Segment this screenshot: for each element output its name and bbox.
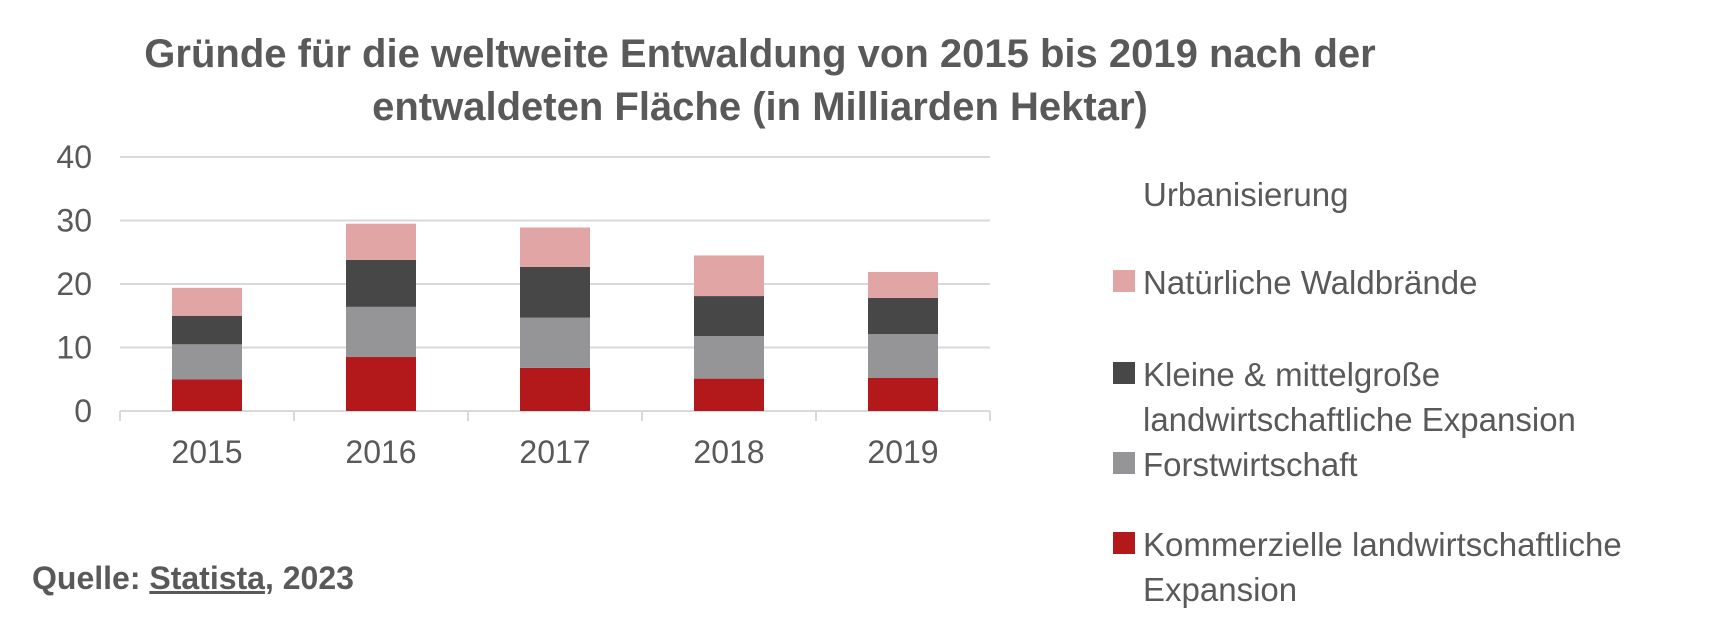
chart-title-line-1: Gründe für die weltweite Entwaldung von … bbox=[144, 32, 1376, 76]
bar-2016-series-1 bbox=[346, 306, 416, 358]
y-tick-label-40: 40 bbox=[56, 139, 92, 175]
bar-2019-series-1 bbox=[868, 334, 938, 378]
bar-2015-series-0 bbox=[172, 379, 242, 411]
chart-title-line-2: entwaldeten Fläche (in Milliarden Hektar… bbox=[372, 85, 1148, 129]
legend-item-forstwirtschaft: Forstwirtschaft bbox=[1113, 442, 1703, 487]
y-tick-label-20: 20 bbox=[56, 266, 92, 302]
bar-2018-series-1 bbox=[694, 336, 764, 379]
x-tick-label-2016: 2016 bbox=[345, 434, 416, 470]
legend-item-waldbraende: Natürliche Waldbrände bbox=[1113, 260, 1703, 305]
legend-swatch-forstwirtschaft bbox=[1113, 452, 1135, 474]
legend-label-kommerzielle-expansion: Kommerzielle landwirtschaftliche Expansi… bbox=[1143, 526, 1622, 608]
source-link[interactable]: Statista bbox=[149, 560, 265, 596]
legend-item-urbanisierung: Urbanisierung bbox=[1113, 172, 1703, 217]
source-suffix: , 2023 bbox=[264, 560, 354, 596]
legend-item-kleine-expansion: Kleine & mittelgroße landwirtschaftliche… bbox=[1113, 352, 1613, 442]
legend-label-urbanisierung: Urbanisierung bbox=[1143, 176, 1349, 213]
legend-label-forstwirtschaft: Forstwirtschaft bbox=[1143, 446, 1358, 483]
legend-swatch-kleine-expansion bbox=[1113, 362, 1135, 384]
x-tick-label-2019: 2019 bbox=[867, 434, 938, 470]
bar-2018-series-3 bbox=[694, 255, 764, 297]
legend-swatch-kommerzielle-expansion bbox=[1113, 532, 1135, 554]
legend-label-waldbraende: Natürliche Waldbrände bbox=[1143, 264, 1478, 301]
bar-2016-series-0 bbox=[346, 357, 416, 411]
bar-2019-series-3 bbox=[868, 271, 938, 298]
source-note: Quelle: Statista, 2023 bbox=[32, 560, 354, 597]
legend-item-kommerzielle-expansion: Kommerzielle landwirtschaftliche Expansi… bbox=[1113, 522, 1703, 612]
x-tick-label-2017: 2017 bbox=[519, 434, 590, 470]
y-tick-label-30: 30 bbox=[56, 203, 92, 239]
bar-2017-series-0 bbox=[520, 367, 590, 411]
bar-2019-series-2 bbox=[868, 297, 938, 335]
legend-swatch-waldbraende bbox=[1113, 270, 1135, 292]
bar-2015-series-2 bbox=[172, 315, 242, 345]
y-tick-label-10: 10 bbox=[56, 330, 92, 366]
bar-2015-series-3 bbox=[172, 287, 242, 316]
chart-title: Gründe für die weltweite Entwaldung von … bbox=[60, 28, 1460, 134]
bar-2017-series-3 bbox=[520, 227, 590, 267]
bar-2018-series-0 bbox=[694, 378, 764, 411]
y-tick-label-0: 0 bbox=[74, 393, 92, 429]
bar-2017-series-2 bbox=[520, 266, 590, 318]
bar-2016-series-3 bbox=[346, 223, 416, 260]
legend-label-kleine-expansion: Kleine & mittelgroße landwirtschaftliche… bbox=[1143, 356, 1576, 438]
source-prefix: Quelle: bbox=[32, 560, 150, 596]
bar-2017-series-1 bbox=[520, 317, 590, 368]
x-tick-label-2018: 2018 bbox=[693, 434, 764, 470]
bar-2019-series-0 bbox=[868, 377, 938, 411]
bar-2018-series-2 bbox=[694, 296, 764, 337]
x-tick-label-2015: 2015 bbox=[171, 434, 242, 470]
bar-2016-series-2 bbox=[346, 259, 416, 307]
legend-swatch-urbanisierung bbox=[1113, 182, 1135, 204]
bar-2015-series-1 bbox=[172, 344, 242, 380]
